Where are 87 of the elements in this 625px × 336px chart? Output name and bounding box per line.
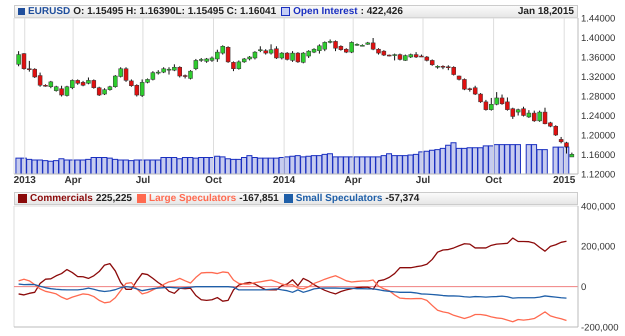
bar xyxy=(106,158,113,174)
bar xyxy=(36,159,43,174)
bar xyxy=(504,144,510,174)
y-tick-label: 400,000 xyxy=(581,201,616,212)
y-tick-label: 200,000 xyxy=(581,242,616,253)
bar xyxy=(273,158,280,174)
x-tick-label: 2014 xyxy=(272,175,296,186)
bar xyxy=(450,142,457,174)
bar xyxy=(402,155,408,174)
y-tick-label: 1.16000 xyxy=(581,150,616,161)
bar xyxy=(182,156,188,174)
bar xyxy=(552,146,559,174)
bar xyxy=(15,158,22,174)
line-series xyxy=(18,237,568,302)
text: O: 1.15495 H: 1.16390L: 1.15495 C: 1.16041 xyxy=(73,6,276,17)
bar xyxy=(214,156,220,174)
bar xyxy=(391,155,398,174)
bar xyxy=(542,149,548,174)
bar xyxy=(128,160,134,174)
bar xyxy=(220,156,226,174)
line-series xyxy=(18,283,568,299)
bar xyxy=(224,158,231,174)
x-tick-label: Jul xyxy=(416,175,430,186)
y-tick-label: 1.44000 xyxy=(581,13,616,24)
bar xyxy=(96,156,102,174)
bar xyxy=(246,155,252,174)
text: -167,851 xyxy=(239,193,279,204)
y-tick-label: 1.40000 xyxy=(581,32,616,44)
legend-label: Large Speculators xyxy=(148,193,236,204)
bar xyxy=(203,156,210,174)
x-tick-label: 2013 xyxy=(14,175,36,186)
bar xyxy=(294,155,301,174)
y-tick-label: 0 xyxy=(581,282,586,294)
y-tick-label: 1.12000 xyxy=(581,169,616,180)
y-tick-label: -200,000 xyxy=(581,322,619,334)
text: 225,225 xyxy=(96,193,132,204)
bar xyxy=(408,154,414,174)
bar xyxy=(526,144,532,174)
bar xyxy=(445,144,452,174)
line-series xyxy=(18,271,568,322)
bar xyxy=(386,153,392,174)
bar xyxy=(514,144,521,174)
bar xyxy=(241,156,248,174)
legend-label: Open Interest xyxy=(293,6,358,17)
y-tick-label: 1.36000 xyxy=(581,52,616,64)
bar xyxy=(316,155,322,174)
bar xyxy=(262,158,269,174)
bar xyxy=(510,144,516,174)
y-tick-label: 1.28000 xyxy=(581,91,616,102)
bar xyxy=(192,158,199,174)
x-tick-label: Apr xyxy=(344,175,362,186)
text: EURUSD xyxy=(28,6,70,17)
bar xyxy=(58,158,64,174)
bar xyxy=(380,155,387,174)
bar xyxy=(482,145,489,174)
text: -57,374 xyxy=(385,193,420,204)
y-tick-label: 1.20000 xyxy=(581,130,616,142)
text: : 422,426 xyxy=(360,6,403,17)
bar xyxy=(424,150,430,174)
bar xyxy=(160,156,166,174)
legend-label: Small Speculators xyxy=(296,193,382,204)
text: Jan 18,2015 xyxy=(518,6,574,17)
x-tick-label: 2015 xyxy=(553,175,576,186)
bar xyxy=(305,156,312,174)
bar xyxy=(48,160,54,174)
bar xyxy=(558,146,564,174)
y-tick-label: 1.24000 xyxy=(581,110,616,122)
x-tick-label: Jul xyxy=(136,175,150,186)
legend-label: Commercials xyxy=(30,193,93,204)
bar xyxy=(176,158,183,174)
bar xyxy=(466,147,473,174)
bar xyxy=(326,153,333,174)
bar xyxy=(53,160,60,174)
bar xyxy=(536,149,542,174)
x-tick-label: Oct xyxy=(205,175,223,186)
x-tick-label: Oct xyxy=(485,175,503,186)
bar xyxy=(257,158,264,174)
bar xyxy=(198,156,204,174)
y-tick-label: 1.32000 xyxy=(581,72,616,83)
bar xyxy=(429,150,436,174)
bar xyxy=(434,149,440,174)
x-tick-label: Apr xyxy=(64,175,82,186)
bar xyxy=(90,156,97,174)
bar xyxy=(531,144,538,174)
bar xyxy=(461,148,468,174)
bar xyxy=(472,147,478,174)
bar xyxy=(171,156,178,174)
